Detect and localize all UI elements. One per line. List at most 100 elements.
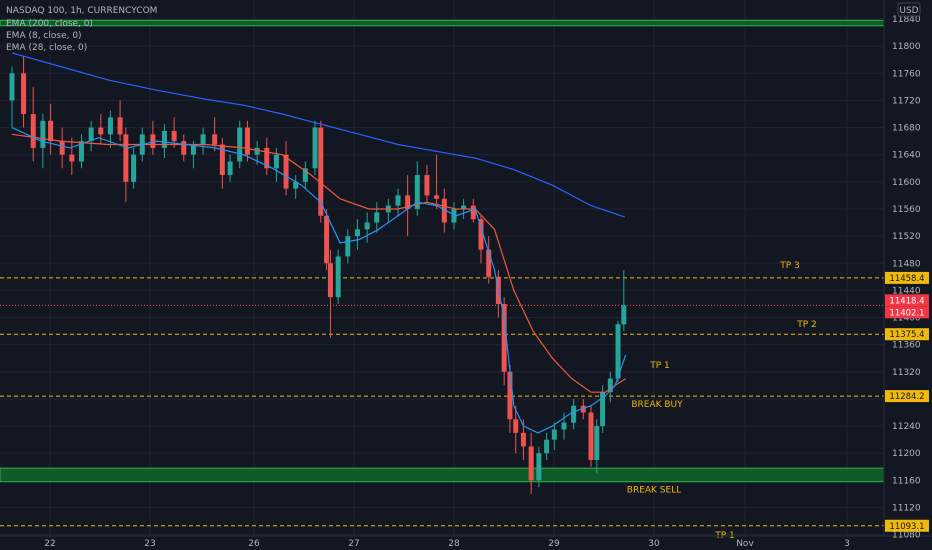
candle-body-18[interactable] [181,141,187,155]
candle-body-15[interactable] [150,134,156,148]
candles[interactable] [9,56,627,494]
candle-body-64[interactable] [580,405,586,413]
candle-body-27[interactable] [264,147,270,169]
candle-body-57[interactable] [520,432,526,447]
candle-31[interactable] [302,161,308,189]
candle-36[interactable] [335,249,341,304]
candle-body-68[interactable] [607,378,613,393]
candle-body-16[interactable] [161,130,167,148]
candle-body-59[interactable] [536,453,542,481]
candle-62[interactable] [561,412,567,440]
candle-body-43[interactable] [405,195,411,209]
candle-body-62[interactable] [561,422,567,430]
candle-body-60[interactable] [544,439,550,454]
candle-20[interactable] [200,127,206,155]
candle-body-26[interactable] [254,147,260,155]
candle-body-31[interactable] [302,168,308,182]
candle-15[interactable] [150,120,156,155]
candle-body-42[interactable] [395,195,401,206]
candle-47[interactable] [441,188,447,233]
candle-43[interactable] [405,175,411,237]
candle-body-21[interactable] [212,134,218,145]
candle-body-70[interactable] [621,305,627,325]
candle-body-66[interactable] [594,426,600,461]
candle-body-24[interactable] [237,127,243,162]
candle-body-63[interactable] [571,405,577,423]
candle-23[interactable] [227,154,233,182]
candle-body-3[interactable] [40,120,46,148]
candle-66[interactable] [594,419,600,474]
candle-body-5[interactable] [59,141,65,155]
candle-34[interactable] [324,208,330,271]
candle-18[interactable] [181,134,187,162]
candle-64[interactable] [580,398,586,420]
candle-40[interactable] [374,202,380,233]
candle-46[interactable] [434,154,440,209]
candle-body-17[interactable] [171,130,177,142]
candle-42[interactable] [395,188,401,216]
candle-24[interactable] [237,120,243,169]
candle-body-39[interactable] [364,222,370,230]
candle-body-22[interactable] [219,144,225,176]
candle-body-40[interactable] [374,212,380,223]
currency-badge[interactable] [897,2,921,17]
candle-body-19[interactable] [190,144,196,155]
candle-body-7[interactable] [78,141,84,162]
candle-58[interactable] [528,432,534,494]
candle-body-69[interactable] [615,324,621,379]
candle-52[interactable] [486,236,492,284]
candle-54[interactable] [501,297,507,386]
candle-body-32[interactable] [312,127,318,169]
candle-35[interactable] [327,249,333,338]
candle-body-0[interactable] [9,73,15,101]
candle-body-65[interactable] [588,412,594,461]
candle-body-6[interactable] [69,154,75,162]
candle-38[interactable] [354,219,360,250]
candle-6[interactable] [69,137,75,176]
candle-70[interactable] [621,270,627,332]
candle-body-55[interactable] [507,371,513,420]
candle-body-61[interactable] [551,429,557,440]
candle-1[interactable] [21,56,27,128]
candle-67[interactable] [600,385,606,433]
candle-7[interactable] [78,134,84,169]
candle-51[interactable] [478,215,484,264]
candle-body-34[interactable] [324,215,330,264]
candle-27[interactable] [264,137,270,176]
candle-body-8[interactable] [88,127,94,142]
candle-37[interactable] [345,229,351,264]
candle-body-37[interactable] [345,236,351,257]
candle-44[interactable] [414,161,420,216]
candle-body-58[interactable] [528,446,534,481]
candle-48[interactable] [451,202,457,230]
candle-body-35[interactable] [327,263,333,298]
candle-body-36[interactable] [335,256,341,298]
candle-body-30[interactable] [293,181,299,189]
candle-45[interactable] [424,164,430,203]
candle-body-45[interactable] [424,175,430,196]
candle-59[interactable] [536,446,542,488]
candle-2[interactable] [30,86,36,162]
candle-25[interactable] [244,120,250,162]
candle-body-28[interactable] [273,154,279,169]
candle-body-38[interactable] [354,229,360,237]
candle-30[interactable] [293,175,299,199]
x-axis[interactable]: 22 23 26 27 28 29 30 Nov 3 [44,539,850,549]
candle-body-49[interactable] [461,205,467,209]
candle-39[interactable] [364,212,370,243]
candle-9[interactable] [98,113,104,145]
candle-55[interactable] [507,365,513,433]
candle-29[interactable] [283,141,289,196]
candle-body-11[interactable] [117,117,123,135]
candle-body-9[interactable] [98,127,104,135]
candle-33[interactable] [318,120,324,223]
candle-61[interactable] [551,422,557,450]
candle-60[interactable] [544,432,550,461]
candle-body-2[interactable] [30,113,36,148]
candle-body-54[interactable] [501,303,507,372]
candle-body-46[interactable] [434,195,440,199]
candle-body-20[interactable] [200,134,206,145]
candle-body-56[interactable] [513,419,519,433]
candle-0[interactable] [9,66,15,128]
